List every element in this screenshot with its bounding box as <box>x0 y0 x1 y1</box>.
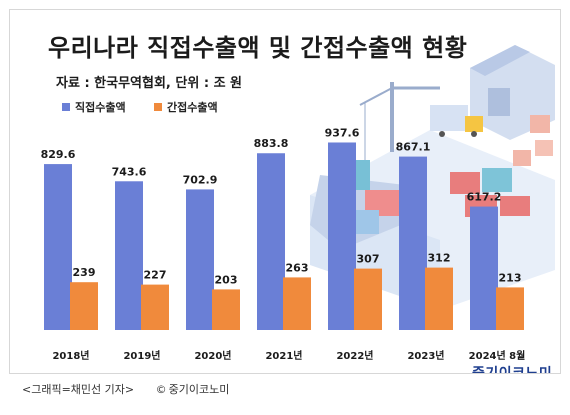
data-label-direct-2020년: 702.9 <box>183 173 218 186</box>
x-tick-label-2021년: 2021년 <box>265 349 302 362</box>
data-label-direct-2024년-8월: 617.2 <box>467 191 502 204</box>
legend-swatch-direct <box>62 103 70 111</box>
caption-text: <그래픽=채민선 기자> <box>22 383 135 396</box>
data-label-direct-2022년: 937.6 <box>325 126 360 139</box>
x-tick-label-2022년: 2022년 <box>336 349 373 362</box>
bar-indirect-2023년 <box>425 267 453 330</box>
bar-direct-2019년 <box>115 181 143 330</box>
legend-swatch-indirect <box>154 103 162 111</box>
bar-indirect-2018년 <box>70 282 98 330</box>
data-label-indirect-2022년: 307 <box>357 253 380 266</box>
x-tick-label-2018년: 2018년 <box>52 349 89 362</box>
x-tick-label-2024년-8월: 2024년 8월 <box>469 349 526 362</box>
chart-title: 우리나라 직접수출액 및 간접수출액 현황 <box>48 34 468 62</box>
data-label-direct-2018년: 829.6 <box>41 148 76 161</box>
bar-direct-2020년 <box>186 189 214 330</box>
brand-logo: 중기이코노미 <box>472 366 553 374</box>
data-label-indirect-2021년: 263 <box>286 261 309 274</box>
bar-indirect-2022년 <box>354 268 382 330</box>
x-tick-label-2019년: 2019년 <box>123 349 160 362</box>
data-label-indirect-2023년: 312 <box>428 252 451 265</box>
data-label-indirect-2018년: 239 <box>73 266 96 279</box>
data-label-indirect-2024년-8월: 213 <box>499 271 522 284</box>
bar-indirect-2021년 <box>283 277 311 330</box>
data-label-direct-2019년: 743.6 <box>112 165 147 178</box>
bar-indirect-2020년 <box>212 289 240 330</box>
bar-direct-2021년 <box>257 153 285 330</box>
copyright-icon: © <box>155 383 167 396</box>
x-tick-label-2020년: 2020년 <box>194 349 231 362</box>
crane <box>359 82 440 170</box>
bar-chart: 829.6 239 2018년 743.6 227 2019년 702.9 203 2020년 8… <box>41 126 526 362</box>
bar-direct-2022년 <box>328 142 356 330</box>
x-tick-label-2023년: 2023년 <box>407 349 444 362</box>
bar-indirect-2019년 <box>141 284 169 330</box>
bar-direct-2024년-8월 <box>470 206 498 330</box>
chart-frame: 우리나라 직접수출액 및 간접수출액 현황 자료 : 한국무역협회, 단위 : … <box>9 9 561 374</box>
caption-credit: 중기이코노미 <box>168 383 230 396</box>
bar-direct-2023년 <box>399 156 427 330</box>
legend-label-indirect: 간접수출액 <box>167 101 218 114</box>
boxes <box>513 115 553 166</box>
data-label-direct-2023년: 867.1 <box>396 141 431 154</box>
bar-direct-2018년 <box>44 164 72 330</box>
data-label-direct-2021년: 883.8 <box>254 137 289 150</box>
truck <box>430 105 483 137</box>
chart-source: 자료 : 한국무역협회, 단위 : 조 원 <box>56 76 243 91</box>
legend-label-direct: 직접수출액 <box>75 101 126 114</box>
legend-direct: 직접수출액 <box>62 99 126 115</box>
bar-indirect-2024년-8월 <box>496 287 524 330</box>
legend-indirect: 간접수출액 <box>154 99 218 115</box>
containers <box>450 168 530 217</box>
image-caption: <그래픽=채민선 기자> © 중기이코노미 <box>22 381 229 397</box>
data-label-indirect-2020년: 203 <box>215 273 238 286</box>
data-label-indirect-2019년: 227 <box>144 269 167 282</box>
